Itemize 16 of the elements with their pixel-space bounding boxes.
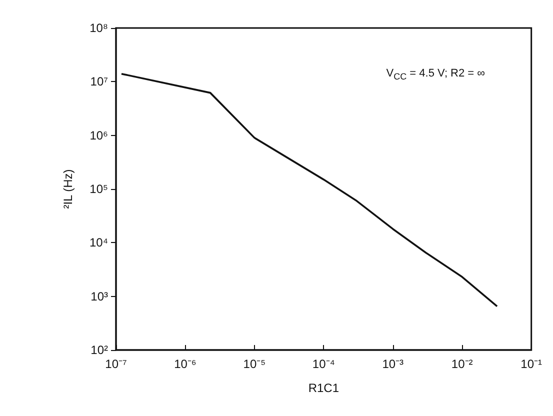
y-tick-label: 10³ — [90, 289, 108, 304]
y-tick-label: 10⁷ — [90, 74, 108, 89]
x-tick-label: 10⁻⁵ — [243, 357, 266, 371]
x-tick-label: 10⁻⁴ — [312, 357, 335, 371]
x-tick-label: 10⁻⁷ — [105, 357, 127, 371]
y-tick-label: 10² — [90, 343, 108, 357]
x-tick-label: 10⁻¹ — [520, 357, 542, 371]
y-axis-title: ²IL (Hz) — [61, 169, 75, 209]
y-tick-label: 10⁴ — [89, 236, 108, 250]
y-tick-label: 10⁶ — [90, 128, 108, 142]
x-tick-label: 10⁻³ — [382, 357, 404, 371]
y-tick-label: 10⁸ — [90, 21, 108, 35]
x-tick-label: 10⁻² — [451, 357, 473, 371]
x-tick-label: 10⁻⁶ — [174, 357, 196, 371]
y-tick-label: 10⁵ — [90, 182, 108, 196]
x-axis-title: R1C1 — [308, 381, 340, 395]
